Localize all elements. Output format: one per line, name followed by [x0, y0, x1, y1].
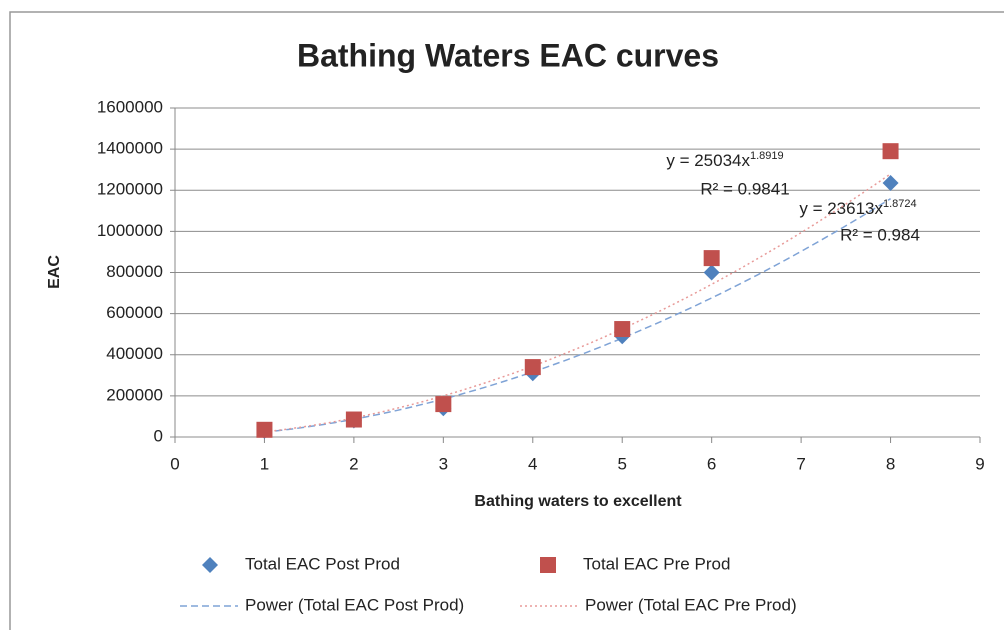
chart-frame: [9, 11, 1004, 635]
equation-variable: x: [742, 151, 751, 170]
point: [614, 321, 631, 338]
equation-coefficient: 23613: [827, 199, 874, 218]
equation-exponent: 1.8724: [883, 198, 917, 210]
equation-prefix: y =: [799, 199, 827, 218]
legend-label: Power (Total EAC Pre Prod): [585, 595, 797, 614]
legend-label: Total EAC Post Prod: [245, 554, 400, 573]
point: [435, 396, 452, 413]
trendline: [264, 173, 892, 433]
trendline: [264, 198, 891, 433]
point: [882, 175, 899, 192]
x-tick-label: 3: [439, 454, 448, 473]
y-axis-label: EAC: [46, 255, 63, 289]
x-tick-label: 5: [617, 454, 626, 473]
y-tick-label: 1000000: [97, 221, 163, 240]
x-tick-label: 4: [528, 454, 537, 473]
y-tick-label: 600000: [106, 303, 163, 322]
point: [524, 359, 541, 376]
legend-label: Total EAC Pre Prod: [583, 554, 730, 573]
point: [345, 411, 362, 428]
equation-variable: x: [875, 199, 884, 218]
y-tick-label: 400000: [106, 344, 163, 363]
point: [882, 143, 899, 160]
x-tick-label: 6: [707, 454, 716, 473]
x-tick-label: 0: [170, 454, 179, 473]
legend-label: Power (Total EAC Post Prod): [245, 595, 464, 614]
legend-marker: [202, 557, 218, 573]
trendline-equation: y = 25034x1.8919: [666, 150, 783, 171]
point: [703, 264, 720, 281]
trendline-equation: y = 23613x1.8724: [799, 198, 916, 219]
y-tick-label: 1400000: [97, 139, 163, 158]
x-tick-label: 1: [260, 454, 269, 473]
chart-title: Bathing Waters EAC curves: [297, 37, 719, 73]
x-tick-label: 8: [886, 454, 895, 473]
y-tick-label: 1200000: [97, 180, 163, 199]
x-axis-label: Bathing waters to excellent: [474, 493, 682, 510]
y-tick-label: 200000: [106, 385, 163, 404]
trendline-r2: R² = 0.984: [840, 225, 920, 244]
equation-exponent: 1.8919: [750, 150, 784, 162]
y-tick-label: 0: [154, 426, 163, 445]
y-tick-label: 1600000: [97, 97, 163, 116]
x-tick-label: 7: [796, 454, 805, 473]
x-tick-label: 2: [349, 454, 358, 473]
y-tick-label: 800000: [106, 262, 163, 281]
equation-coefficient: 25034: [694, 151, 741, 170]
x-tick-label: 9: [975, 454, 984, 473]
point: [703, 250, 720, 267]
trendline-r2: R² = 0.9841: [700, 179, 789, 198]
equation-prefix: y =: [666, 151, 694, 170]
point: [256, 421, 273, 438]
legend-marker: [540, 557, 556, 573]
